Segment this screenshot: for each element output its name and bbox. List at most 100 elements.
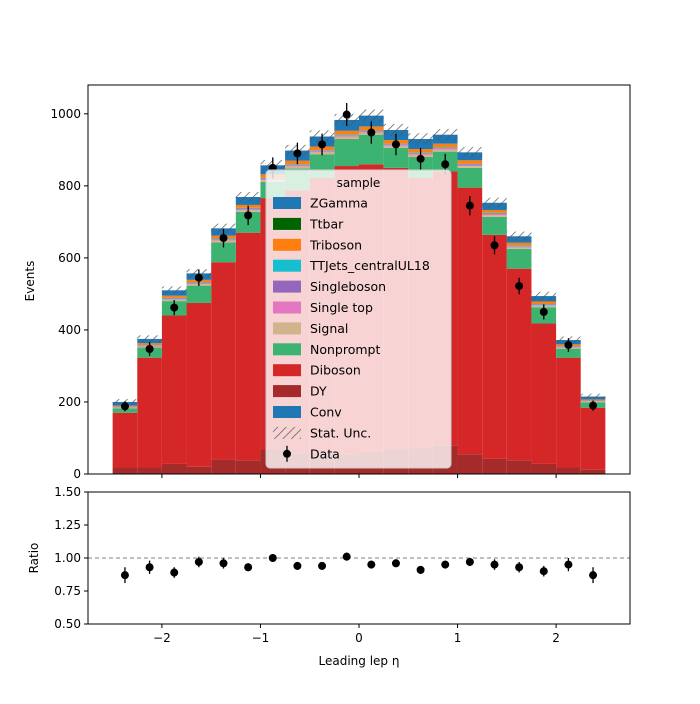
legend-swatch-data-marker [283,450,291,458]
bar-nonprompt [458,168,483,188]
legend-swatch-nonprompt [273,343,301,355]
ratio-point [466,558,474,566]
bar-dy [211,460,236,474]
data-point [146,345,154,353]
legend-label: Signal [310,321,348,336]
y-tick-label: 600 [58,251,81,265]
bar-single-top [482,214,507,215]
bar-dy [113,468,138,474]
bar-diboson [162,316,187,464]
ratio-y-tick-label: 0.75 [54,584,81,598]
legend-label: Single top [310,300,373,315]
ratio-point [564,561,572,569]
bar-signal [458,166,483,168]
bar-single-top [433,148,458,149]
ratio-point [293,562,301,570]
stat-unc-band [531,292,556,301]
legend-label: DY [310,384,327,399]
legend-label: Conv [310,405,342,420]
data-point [392,140,400,148]
stat-unc-band [458,147,483,158]
bar-dy [458,454,483,474]
stat-unc-band [137,335,162,342]
x-tick-label: 2 [552,631,560,645]
bar-signal [285,166,310,168]
stat-unc-band [408,133,433,145]
legend-swatch-ttjets-centralul18 [273,260,301,272]
bar-diboson [187,303,212,467]
ratio-point [195,558,203,566]
bar-diboson [482,235,507,459]
legend-label: Diboson [310,363,361,378]
legend-title: sample [337,176,381,190]
bar-ttjets-centralul18 [433,147,458,148]
bar-diboson [211,262,236,459]
bar-triboson [581,399,606,400]
legend-swatch-dy [273,385,301,397]
x-axis-label: Leading lep η [319,654,400,668]
ratio-point [343,553,351,561]
y-tick-label: 400 [58,323,81,337]
bar-diboson [137,358,162,468]
ratio-point [146,563,154,571]
ratio-point [540,567,548,575]
bar-ttjets-centralul18 [285,164,310,165]
legend-swatch-conv [273,406,301,418]
stat-unc-band [433,129,458,141]
bar-dy [531,464,556,474]
data-point [441,160,449,168]
bar-triboson [507,243,532,246]
ratio-point [589,571,597,579]
data-point [491,241,499,249]
bar-diboson [236,233,261,461]
legend-swatch-stat-unc [273,427,301,439]
data-point [515,282,523,290]
legend-swatch-ttbar [273,218,301,230]
bar-triboson [458,160,483,164]
bar-dy [236,460,261,474]
ratio-point [417,566,425,574]
ratio-point [121,571,129,579]
y-axis-label: Events [23,261,37,302]
bar-diboson [507,269,532,461]
bar-nonprompt [482,217,507,235]
legend-label: Ttbar [309,216,344,231]
ratio-y-axis-label: Ratio [27,543,41,574]
data-point [589,402,597,410]
y-tick-label: 0 [73,467,81,481]
legend: sampleZGammaTtbarTribosonTTJets_centralU… [266,170,451,468]
ratio-point [318,562,326,570]
ratio-point [244,563,252,571]
data-point [367,129,375,137]
bar-diboson [113,413,138,468]
x-tick-label: −2 [153,631,171,645]
stat-unc-band [236,192,261,202]
bar-dy [507,460,532,474]
legend-swatch-singleboson [273,281,301,293]
bar-dy [137,468,162,474]
bar-ttjets-centralul18 [458,164,483,165]
bar-dy [187,467,212,474]
legend-label: ZGamma [310,196,368,211]
bar-signal [507,247,532,248]
stat-unc-band [507,232,532,241]
data-point [293,149,301,157]
ratio-point [170,569,178,577]
legend-label: Nonprompt [310,342,380,357]
x-tick-label: 1 [454,631,462,645]
bar-single-top [285,165,310,166]
bar-dy [482,459,507,474]
data-point [343,111,351,119]
y-tick-label: 1000 [50,107,81,121]
bar-dy [581,470,606,474]
data-point [417,155,425,163]
bar-signal [433,149,458,151]
bar-signal [482,215,507,217]
legend-label: Triboson [309,237,362,252]
bar-triboson [531,301,556,304]
legend-label: Data [310,446,340,461]
data-point [121,402,129,410]
data-point [318,140,326,148]
x-tick-label: 0 [355,631,363,645]
